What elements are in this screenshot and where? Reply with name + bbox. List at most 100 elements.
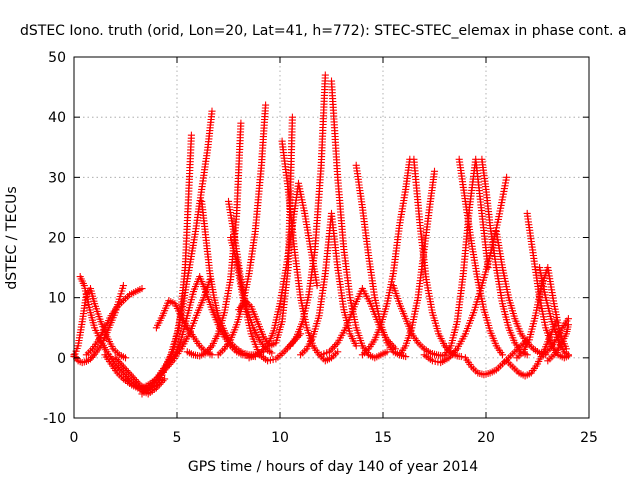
data-point [90,321,98,329]
data-point [532,309,540,317]
data-point [346,313,354,321]
data-point [304,296,312,304]
data-point [476,287,484,295]
data-point [505,294,513,302]
data-point [212,301,220,309]
data-point [83,292,91,301]
data-point [310,327,319,336]
data-point [554,319,562,327]
data-point [272,316,280,324]
data-point [388,278,396,286]
data-point [353,326,361,334]
data-point [499,266,507,274]
data-point [505,296,513,304]
data-point [543,326,551,334]
data-point [345,327,353,335]
data-point [498,300,507,308]
data-point [95,313,103,321]
data-point [450,328,458,336]
data-point [528,325,536,333]
data-point [340,308,349,316]
data-point [379,313,387,321]
data-point [501,277,509,285]
data-point [527,330,535,338]
data-point [393,292,401,300]
data-point [187,296,195,304]
data-point [543,329,552,337]
data-point [447,342,455,350]
data-point [523,351,531,359]
data-point [247,330,255,338]
data-point [482,314,490,322]
data-point [550,323,558,331]
data-point [181,322,189,330]
data-point [450,331,458,339]
y-tick-label: 30 [48,170,66,186]
data-point [395,297,403,305]
y-tick-label: 50 [48,50,66,66]
data-point [377,321,385,329]
data-point [549,320,557,328]
data-point [206,300,214,309]
data-point [212,304,220,312]
data-point [537,272,545,280]
data-point [92,305,100,313]
data-point [190,317,199,325]
data-point [273,313,281,321]
series [410,155,465,361]
data-point [305,331,313,340]
data-point [506,299,514,307]
data-point [546,312,555,320]
data-point [231,249,239,258]
data-point [183,312,191,320]
y-tick-label: 10 [48,291,66,307]
series [540,315,572,359]
data-point [367,300,375,308]
data-point [214,330,222,338]
data-point [172,337,180,345]
data-point [529,322,537,330]
data-point [509,309,517,318]
data-point [80,282,88,290]
chart-title: dSTEC Iono. truth (orid, Lon=20, Lat=41,… [20,23,627,39]
data-point [357,337,365,345]
data-point [431,357,439,365]
data-point [508,304,516,312]
data-point [301,307,309,315]
series [111,107,216,395]
data-point [297,294,305,302]
data-point [188,293,196,301]
data-point [81,287,90,295]
data-point [503,288,512,296]
data-point [408,321,416,329]
data-point [321,71,329,79]
data-point [503,316,511,324]
data-point [468,314,476,322]
data-point [485,324,493,332]
data-point [430,167,439,175]
data-point [73,344,81,353]
data-point [349,305,357,313]
data-point [270,327,278,335]
data-point [539,283,548,291]
series [544,321,572,365]
data-point [355,331,363,340]
data-point [179,328,187,336]
data-point [170,342,178,351]
data-point [479,300,487,308]
data-point [204,295,213,303]
data-point [481,271,489,279]
data-point [323,349,331,357]
data-point [531,312,539,320]
data-point [264,357,272,365]
data-point [486,251,494,260]
data-point [232,255,240,263]
data-point [360,287,368,295]
data-point [93,307,101,315]
data-point [202,288,210,296]
data-point [334,348,342,356]
data-point [121,354,130,362]
data-point [462,327,470,335]
data-point [493,221,501,229]
data-point [119,284,127,292]
